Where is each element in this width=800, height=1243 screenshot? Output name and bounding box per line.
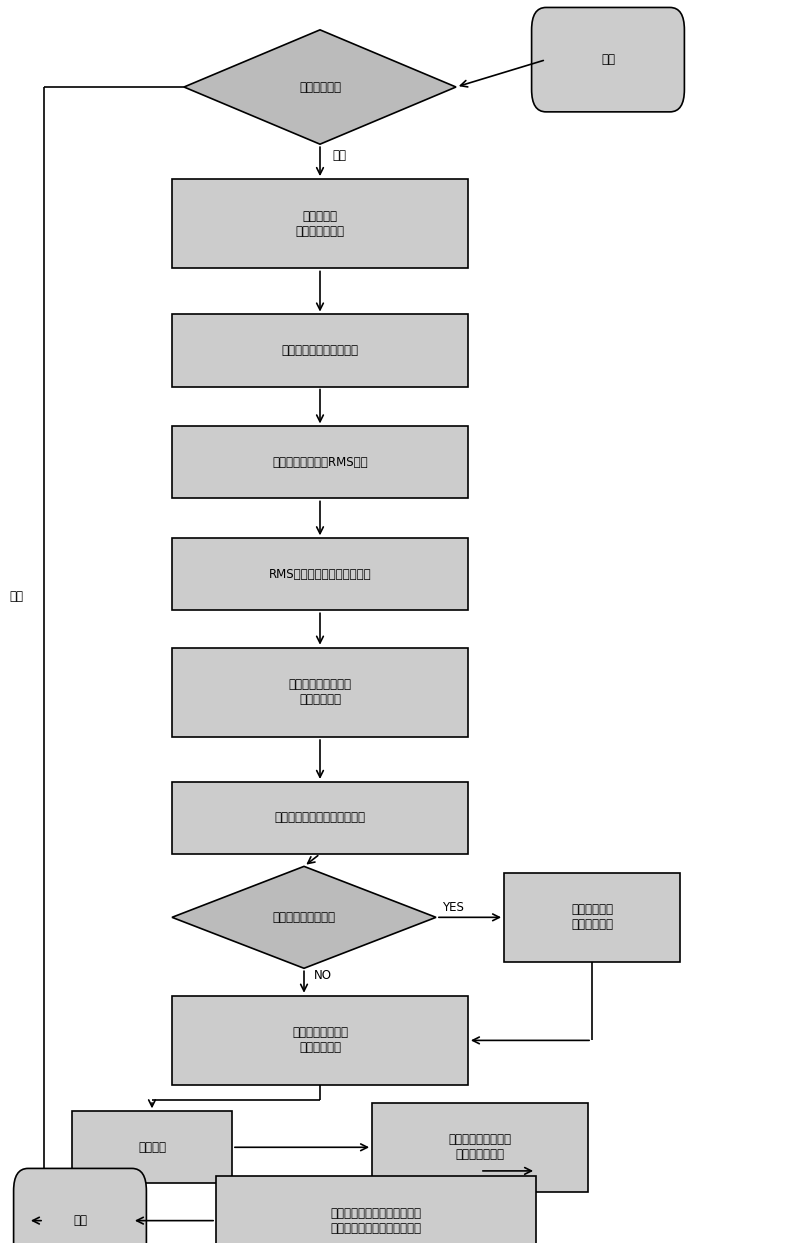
FancyBboxPatch shape xyxy=(172,648,468,737)
FancyBboxPatch shape xyxy=(172,996,468,1085)
FancyBboxPatch shape xyxy=(372,1103,588,1192)
Text: 采用线性插值
降低样本维度: 采用线性插值 降低样本维度 xyxy=(571,904,613,931)
Text: 基于局部窗口平均的噪声去噪: 基于局部窗口平均的噪声去噪 xyxy=(274,812,366,824)
Polygon shape xyxy=(172,866,436,968)
Text: RMS能量转换为分贝值并排序: RMS能量转换为分贝值并排序 xyxy=(269,568,371,580)
Text: 样本维度是否过大？: 样本维度是否过大？ xyxy=(273,911,335,924)
FancyBboxPatch shape xyxy=(532,7,685,112)
FancyBboxPatch shape xyxy=(172,314,468,387)
FancyBboxPatch shape xyxy=(216,1176,536,1243)
FancyBboxPatch shape xyxy=(14,1168,146,1243)
Text: 开始: 开始 xyxy=(601,53,615,66)
Text: 成功: 成功 xyxy=(332,149,346,162)
FancyBboxPatch shape xyxy=(172,179,468,268)
Text: 失败: 失败 xyxy=(9,590,23,603)
Text: 对升序分贝序列进行
差分二阶求导: 对升序分贝序列进行 差分二阶求导 xyxy=(289,679,351,706)
Text: 音频解码与
音频搜索帧获取: 音频解码与 音频搜索帧获取 xyxy=(295,210,345,237)
Text: 计算等响度滤波器组响应: 计算等响度滤波器组响应 xyxy=(282,344,358,357)
FancyBboxPatch shape xyxy=(72,1111,232,1183)
Text: NO: NO xyxy=(314,970,332,982)
FancyBboxPatch shape xyxy=(504,873,680,962)
Text: 计算当前音频文件的
最优稳定分贝值: 计算当前音频文件的 最优稳定分贝值 xyxy=(449,1134,511,1161)
Text: 基于局部窗口计算RMS能量: 基于局部窗口计算RMS能量 xyxy=(272,456,368,469)
Text: 打开音频文件: 打开音频文件 xyxy=(299,81,341,93)
FancyBboxPatch shape xyxy=(172,782,468,854)
Text: 引用校准: 引用校准 xyxy=(138,1141,166,1154)
Text: 更新对应配置文件中音频当前
与初始状态的最优稳定分贝值: 更新对应配置文件中音频当前 与初始状态的最优稳定分贝值 xyxy=(330,1207,422,1234)
FancyBboxPatch shape xyxy=(172,426,468,498)
Text: 搜索当前音频最佳
稳定能量区间: 搜索当前音频最佳 稳定能量区间 xyxy=(292,1027,348,1054)
Text: 结束: 结束 xyxy=(73,1214,87,1227)
Polygon shape xyxy=(184,30,456,144)
FancyBboxPatch shape xyxy=(172,538,468,610)
Text: YES: YES xyxy=(442,901,464,914)
